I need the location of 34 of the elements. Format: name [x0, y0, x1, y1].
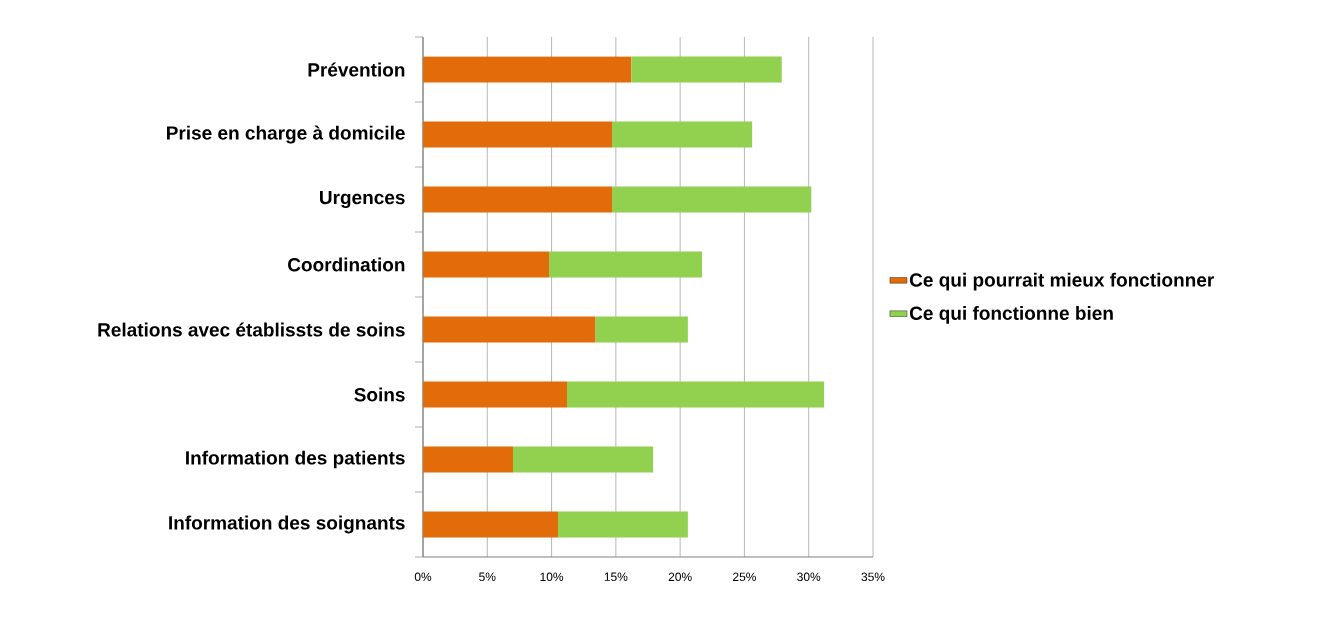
bar	[631, 56, 782, 83]
x-tick-label: 20%	[668, 572, 692, 582]
bar	[423, 316, 596, 343]
y-tick-label: Prévention	[308, 62, 405, 77]
bar	[423, 56, 632, 83]
y-tick-label: Urgences	[320, 190, 405, 209]
y-tick-label: Information des soignants	[169, 515, 405, 534]
y-tick-label: Relations avec établissts de soins	[98, 322, 405, 337]
bar	[423, 121, 612, 148]
bar	[423, 511, 558, 538]
bar	[513, 446, 654, 473]
y-tick-label: Information des patients	[186, 450, 405, 469]
bar	[612, 121, 753, 148]
x-tick-label: 15%	[604, 572, 628, 581]
bar	[423, 446, 513, 473]
y-tick-label: Soins	[354, 387, 405, 402]
x-tick-label: 10%	[540, 572, 564, 582]
x-tick-label: 30%	[797, 572, 821, 582]
legend-label: Ce qui fonctionne bien	[909, 306, 1113, 324]
x-tick-label: 25%	[733, 572, 757, 582]
bar	[423, 251, 549, 278]
x-tick-label: 35%	[861, 572, 885, 582]
bar	[612, 186, 812, 213]
legend-label: Ce qui pourrait mieux fonctionner	[909, 272, 1214, 291]
bar	[549, 251, 702, 278]
x-tick-label: 5%	[479, 572, 496, 581]
bar	[423, 381, 567, 408]
bar	[423, 186, 612, 213]
y-tick-label: Coordination	[288, 257, 405, 272]
bar	[558, 511, 688, 538]
bar	[567, 381, 825, 408]
x-tick-label: 0%	[414, 572, 432, 582]
y-tick-label: Prise en charge à domicile	[167, 125, 405, 144]
bar	[595, 316, 688, 343]
